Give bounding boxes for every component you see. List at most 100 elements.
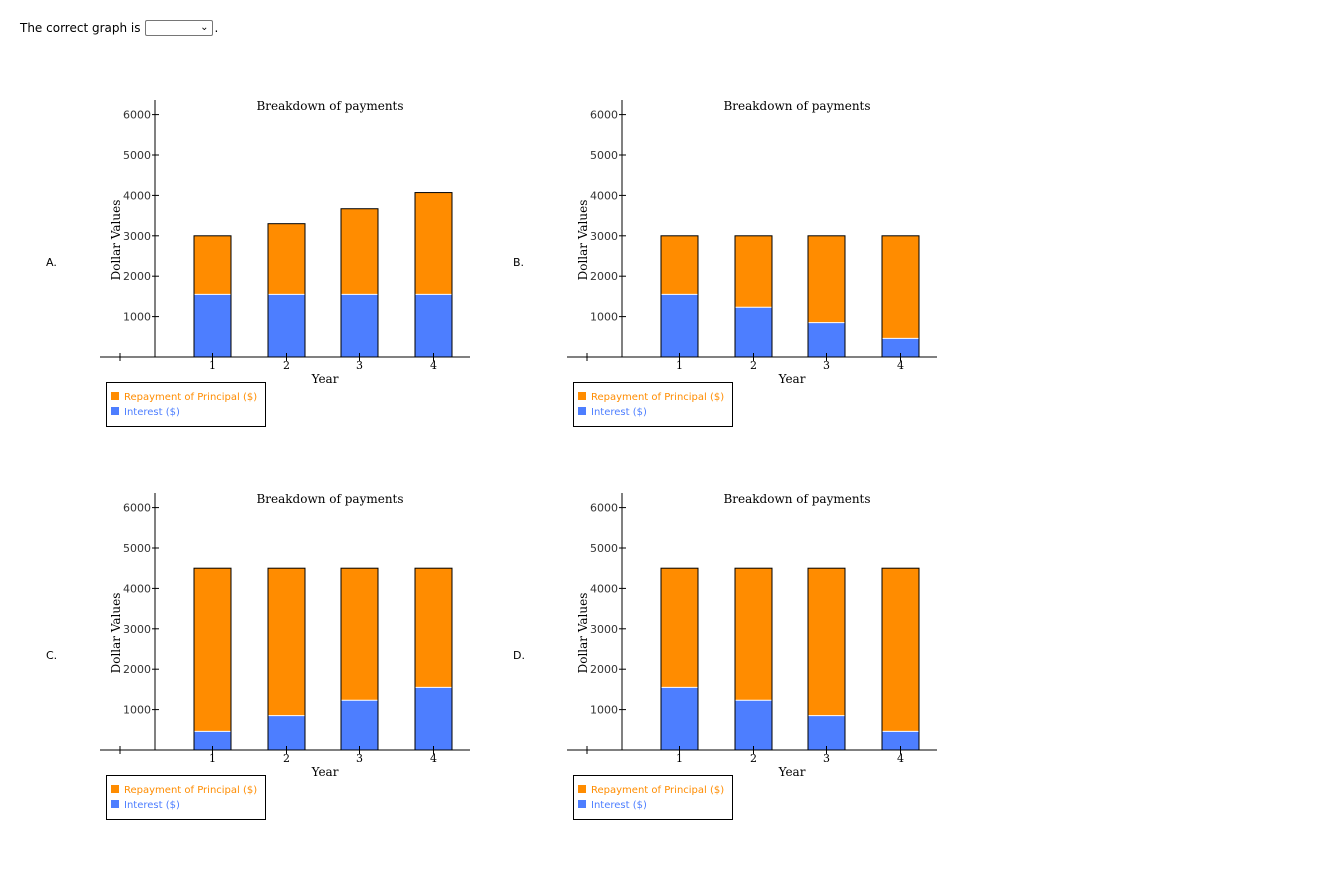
- y-tick-label: 3000: [590, 623, 618, 636]
- bar-principal: [735, 235, 772, 308]
- legend-label-principal: Repayment of Principal ($): [124, 392, 257, 403]
- bar-interest: [341, 700, 378, 750]
- legend-label-interest: Interest ($): [591, 800, 647, 811]
- bar-principal: [415, 568, 452, 688]
- x-axis-label: Year: [311, 372, 339, 386]
- chart-title: Breakdown of payments: [256, 492, 403, 506]
- legend-swatch-principal: [578, 392, 586, 400]
- bar-principal: [661, 568, 698, 688]
- bar-principal: [268, 568, 305, 716]
- option-label-c[interactable]: C.: [46, 649, 58, 662]
- chart-title: Breakdown of payments: [723, 99, 870, 113]
- bar-principal: [341, 568, 378, 701]
- x-tick-label: 4: [897, 359, 904, 372]
- bar-principal: [735, 568, 772, 701]
- y-tick-label: 6000: [590, 502, 618, 515]
- legend-label-interest: Interest ($): [124, 800, 180, 811]
- prompt-text: The correct graph is: [20, 21, 141, 35]
- bar-interest: [268, 294, 305, 357]
- x-tick-label: 1: [676, 359, 683, 372]
- bar-interest: [735, 700, 772, 750]
- y-axis-label: Dollar Values: [109, 593, 123, 674]
- legend-swatch-principal: [111, 392, 119, 400]
- x-tick-label: 2: [283, 359, 290, 372]
- y-tick-label: 3000: [590, 230, 618, 243]
- chart-title: Breakdown of payments: [723, 492, 870, 506]
- y-tick-label: 2000: [590, 663, 618, 676]
- legend-swatch-interest: [111, 800, 119, 808]
- bar-principal: [808, 235, 845, 323]
- bar-interest: [268, 715, 305, 750]
- legend-label-interest: Interest ($): [124, 407, 180, 418]
- legend-box: [106, 775, 266, 820]
- bar-interest: [661, 687, 698, 750]
- y-tick-label: 4000: [123, 189, 151, 202]
- answer-dropdown[interactable]: ⌄: [144, 20, 213, 36]
- x-tick-label: 1: [209, 359, 216, 372]
- legend-swatch-interest: [111, 407, 119, 415]
- x-tick-label: 4: [897, 752, 904, 765]
- x-tick-label: 1: [676, 752, 683, 765]
- y-tick-label: 1000: [590, 311, 618, 324]
- chart-title: Breakdown of payments: [256, 99, 403, 113]
- legend-box: [573, 382, 733, 427]
- bar-interest: [882, 338, 919, 357]
- chevron-down-icon: ⌄: [200, 22, 209, 33]
- x-axis-label: Year: [778, 372, 806, 386]
- bar-principal: [882, 568, 919, 732]
- y-tick-label: 2000: [590, 270, 618, 283]
- y-axis-label: Dollar Values: [576, 200, 590, 281]
- y-tick-label: 5000: [590, 149, 618, 162]
- x-axis-label: Year: [778, 765, 806, 779]
- legend-swatch-principal: [111, 785, 119, 793]
- y-tick-label: 3000: [123, 623, 151, 636]
- legend-box: [106, 382, 266, 427]
- legend-swatch-interest: [578, 407, 586, 415]
- bar-principal: [661, 235, 698, 295]
- option-label-b[interactable]: B.: [513, 256, 525, 269]
- legend-label-principal: Repayment of Principal ($): [591, 785, 724, 796]
- x-axis-label: Year: [311, 765, 339, 779]
- legend-label-principal: Repayment of Principal ($): [591, 392, 724, 403]
- y-tick-label: 4000: [590, 189, 618, 202]
- bar-principal: [194, 235, 231, 295]
- chart-c: Breakdown of payments 1000 2000 3000 4000 500…: [100, 492, 470, 820]
- legend-label-principal: Repayment of Principal ($): [124, 785, 257, 796]
- prompt-end-punct: .: [214, 21, 219, 35]
- option-label-a[interactable]: A.: [46, 256, 57, 269]
- y-tick-label: 4000: [123, 582, 151, 595]
- bar-principal: [415, 192, 452, 295]
- x-tick-label: 4: [430, 359, 437, 372]
- y-tick-label: 5000: [590, 542, 618, 555]
- y-tick-label: 2000: [123, 270, 151, 283]
- bar-interest: [808, 715, 845, 750]
- legend-box: [573, 775, 733, 820]
- bar-interest: [341, 294, 378, 357]
- bar-interest: [415, 687, 452, 750]
- y-tick-label: 1000: [123, 704, 151, 717]
- bar-principal: [341, 208, 378, 295]
- bar-interest: [661, 294, 698, 357]
- chart-a: Breakdown of payments 1000 2000 3000 4000 500…: [100, 99, 470, 427]
- option-label-d[interactable]: D.: [513, 649, 525, 662]
- x-tick-label: 2: [750, 752, 757, 765]
- x-tick-label: 2: [283, 752, 290, 765]
- legend-swatch-principal: [578, 785, 586, 793]
- y-tick-label: 5000: [123, 149, 151, 162]
- x-tick-label: 3: [356, 752, 363, 765]
- x-tick-label: 4: [430, 752, 437, 765]
- bar-interest: [735, 307, 772, 357]
- legend-swatch-interest: [578, 800, 586, 808]
- bar-principal: [268, 223, 305, 295]
- x-tick-label: 3: [823, 359, 830, 372]
- y-tick-label: 3000: [123, 230, 151, 243]
- y-tick-label: 6000: [123, 502, 151, 515]
- bar-principal: [882, 235, 919, 339]
- x-tick-label: 1: [209, 752, 216, 765]
- bar-principal: [808, 568, 845, 716]
- x-tick-label: 3: [823, 752, 830, 765]
- y-tick-label: 2000: [123, 663, 151, 676]
- legend-label-interest: Interest ($): [591, 407, 647, 418]
- y-tick-label: 6000: [123, 109, 151, 122]
- y-tick-label: 4000: [590, 582, 618, 595]
